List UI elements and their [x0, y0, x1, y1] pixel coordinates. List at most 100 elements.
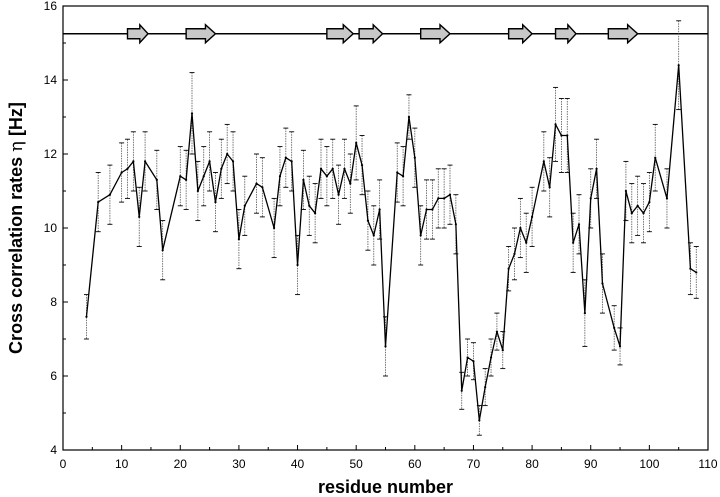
- error-bar: [142, 131, 148, 192]
- beta-strand-arrow: [607, 23, 639, 45]
- error-bar: [242, 175, 248, 236]
- data-point: [554, 123, 557, 126]
- data-point: [425, 208, 428, 211]
- data-point: [507, 267, 510, 270]
- data-point: [378, 208, 381, 211]
- error-bar: [177, 146, 183, 207]
- error-bar: [611, 305, 617, 351]
- error-bar: [154, 149, 160, 210]
- data-point: [548, 186, 551, 189]
- error-bar: [529, 186, 535, 247]
- x-tick-label: 30: [232, 457, 246, 471]
- error-bar: [523, 212, 529, 273]
- data-point: [401, 175, 405, 178]
- data-point: [343, 167, 346, 170]
- data-point: [325, 175, 328, 178]
- beta-strand-arrow: [358, 23, 384, 45]
- error-bar: [95, 172, 101, 233]
- error-bar: [429, 179, 435, 240]
- data-point: [155, 178, 158, 181]
- data-point: [366, 219, 370, 222]
- data-point: [278, 175, 282, 178]
- data-point: [179, 175, 182, 178]
- data-point: [489, 356, 493, 359]
- data-point: [454, 223, 457, 226]
- data-point: [583, 312, 586, 315]
- beta-strand-arrow: [126, 22, 149, 45]
- data-point: [190, 112, 194, 115]
- y-axis-title-prefix: Cross correlation rates: [6, 152, 26, 354]
- error-bar: [336, 164, 342, 225]
- data-point: [243, 204, 246, 207]
- axis-ticks: 0 10 20 30 40 50 60 70 80 90 100 110 4 6 8 10 12 14 16: [44, 0, 718, 471]
- data-point: [495, 330, 499, 333]
- y-tick-label: 12: [44, 147, 58, 161]
- error-bar: [447, 164, 453, 225]
- data-point: [589, 197, 592, 200]
- error-bar: [130, 131, 136, 192]
- error-bar: [207, 131, 213, 192]
- x-tick-label: 20: [174, 457, 188, 471]
- y-tick-label: 14: [44, 73, 58, 87]
- error-bar: [646, 172, 652, 233]
- data-point: [208, 160, 211, 163]
- error-bar: [664, 168, 670, 229]
- y-axis-title: Cross correlation rates η [Hz]: [6, 102, 27, 354]
- error-bar: [160, 220, 166, 281]
- data-point: [319, 167, 323, 170]
- data-point: [331, 167, 334, 170]
- x-tick-label: 60: [408, 457, 422, 471]
- data-point: [530, 215, 534, 218]
- data-point: [261, 186, 264, 189]
- data-point: [642, 212, 645, 215]
- error-bar: [547, 157, 553, 218]
- data-point: [648, 201, 651, 204]
- error-bar: [676, 20, 682, 111]
- data-point: [126, 167, 129, 170]
- data-point: [272, 226, 276, 230]
- data-point: [630, 212, 633, 215]
- x-tick-label: 90: [584, 457, 598, 471]
- data-point: [120, 171, 123, 174]
- data-series: [85, 64, 698, 422]
- data-point: [296, 263, 299, 267]
- y-tick-label: 4: [50, 443, 57, 457]
- data-point: [519, 226, 522, 230]
- error-bar: [312, 183, 318, 244]
- error-bar: [435, 168, 441, 229]
- data-point: [665, 197, 669, 200]
- x-tick-label: 40: [291, 457, 305, 471]
- data-point: [613, 326, 616, 329]
- error-bar: [441, 168, 447, 229]
- error-bars: [83, 20, 699, 436]
- data-point: [525, 241, 528, 244]
- error-bar: [318, 138, 324, 199]
- data-point: [624, 189, 628, 193]
- error-bar: [183, 149, 189, 210]
- error-bar: [641, 183, 646, 244]
- error-bar: [218, 138, 224, 199]
- data-point: [220, 167, 223, 170]
- error-bar: [347, 153, 353, 214]
- data-point: [413, 156, 416, 159]
- data-point: [196, 189, 199, 193]
- data-point: [601, 282, 604, 285]
- data-point: [654, 156, 657, 159]
- data-point: [255, 182, 258, 185]
- data-point: [97, 201, 100, 204]
- data-point: [226, 152, 229, 156]
- error-bar: [119, 142, 125, 203]
- error-bar: [553, 86, 559, 162]
- data-point: [314, 212, 317, 215]
- error-bar: [371, 205, 377, 266]
- data-point: [161, 249, 164, 252]
- secondary-structure-track: [63, 22, 708, 45]
- error-bar: [107, 164, 113, 225]
- data-point: [677, 64, 680, 67]
- error-bar: [330, 138, 336, 199]
- data-point: [407, 115, 411, 119]
- data-point: [542, 160, 545, 163]
- data-point: [501, 349, 504, 352]
- data-point: [85, 315, 88, 318]
